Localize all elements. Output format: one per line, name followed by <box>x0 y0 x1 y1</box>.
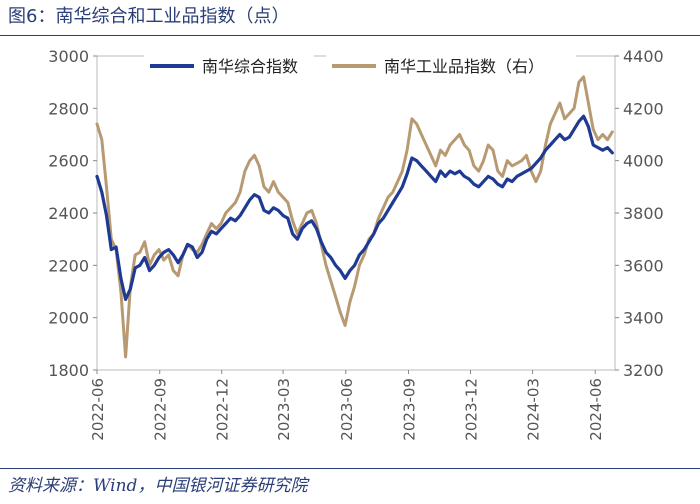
plot-frame <box>96 55 616 371</box>
x-axis: 2022-06 2022-09 2022-12 2023-03 2023-06 2023-… <box>89 370 605 441</box>
x-axis-tick-label: 2022-12 <box>214 378 232 441</box>
legend-label: 南华工业品指数（右） <box>384 57 544 76</box>
x-axis-tick-label: 2023-09 <box>400 378 418 441</box>
line-chart: 1800 2000 2200 2400 2600 2800 3000 3200 3400 360… <box>48 47 664 441</box>
chart-legend: 南华综合指数 南华工业品指数（右） <box>144 54 576 80</box>
right-axis-tick-label: 4000 <box>623 152 664 171</box>
x-axis-tick-label: 2023-03 <box>275 378 293 441</box>
x-axis-tick-label: 2024-03 <box>525 378 543 441</box>
title-divider <box>0 35 700 36</box>
left-axis-tick-label: 2400 <box>48 204 89 223</box>
source-note: 资料来源：Wind，中国银河证券研究院 <box>8 476 308 496</box>
x-axis-tick-label: 2023-06 <box>338 378 356 441</box>
left-axis-tick-label: 2000 <box>48 309 89 328</box>
composite-index-line <box>95 114 614 301</box>
right-axis-tick-label: 4400 <box>623 47 664 66</box>
left-axis-tick-label: 2600 <box>48 152 89 171</box>
x-axis-tick-label: 2024-06 <box>587 378 605 441</box>
right-axis-tick-label: 3400 <box>623 309 664 328</box>
x-axis-tick-label: 2022-06 <box>89 378 107 441</box>
left-axis-tick-label: 2800 <box>48 99 89 118</box>
right-axis-tick-label: 3200 <box>623 361 664 380</box>
page-title: 图6：南华综合和工业品指数（点） <box>8 6 290 27</box>
right-axis-tick-label: 4200 <box>623 99 664 118</box>
chart-container: 1800 2000 2200 2400 2600 2800 3000 3200 3400 360… <box>0 36 700 466</box>
right-y-axis: 3200 3400 3600 3800 4000 4200 4400 <box>615 47 664 380</box>
plot-border <box>96 55 616 371</box>
left-axis-tick-label: 3000 <box>48 47 89 66</box>
left-axis-tick-label: 1800 <box>48 361 89 380</box>
x-axis-tick-label: 2023-12 <box>463 378 481 441</box>
footer-divider <box>0 468 700 469</box>
right-axis-tick-label: 3600 <box>623 256 664 275</box>
left-axis-tick-label: 2200 <box>48 256 89 275</box>
left-y-axis: 1800 2000 2200 2400 2600 2800 3000 <box>48 47 97 380</box>
industrial-index-line <box>95 75 614 359</box>
right-axis-tick-label: 3800 <box>623 204 664 223</box>
x-axis-tick-label: 2022-09 <box>152 378 170 441</box>
legend-label: 南华综合指数 <box>202 57 298 76</box>
series-layer <box>95 75 614 359</box>
